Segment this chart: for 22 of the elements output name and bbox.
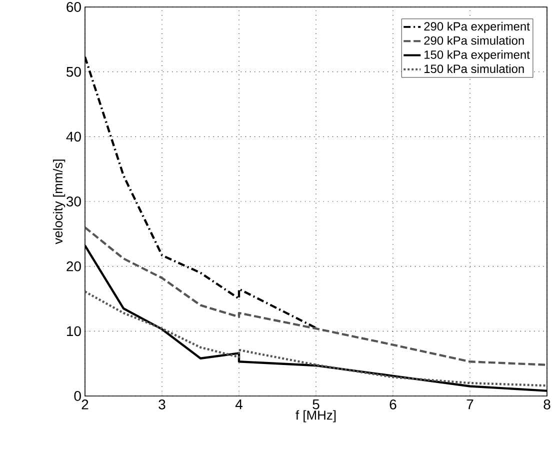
y-tick-label: 50 xyxy=(66,66,81,77)
y-tick-label: 0 xyxy=(74,391,81,401)
x-tick-label: 2 xyxy=(82,400,88,410)
legend-label: 150 kPa experiment xyxy=(424,50,530,62)
x-axis-title: f [MHz] xyxy=(296,410,336,422)
x-tick-label: 3 xyxy=(158,400,166,410)
y-tick-label: 60 xyxy=(66,2,81,12)
x-tick-label: 5 xyxy=(312,400,320,410)
x-tick-label: 8 xyxy=(544,400,550,410)
legend-label: 290 kPa simulation xyxy=(424,36,524,45)
legend-label: 290 kPa experiment xyxy=(424,22,530,34)
y-tick-label: 10 xyxy=(67,326,81,336)
legend-label: 150 kPa simulation xyxy=(424,64,524,74)
line-series xyxy=(85,290,547,387)
x-tick-label: 6 xyxy=(390,400,396,410)
y-tick-label: 30 xyxy=(66,196,81,206)
x-tick-label: 7 xyxy=(466,400,474,410)
y-tick-label: 40 xyxy=(66,132,81,142)
y-axis-title: velocity [mm/s] xyxy=(53,160,66,244)
line-series xyxy=(85,226,547,366)
x-tick-label: 4 xyxy=(235,400,242,410)
y-tick-label: 20 xyxy=(66,261,81,272)
